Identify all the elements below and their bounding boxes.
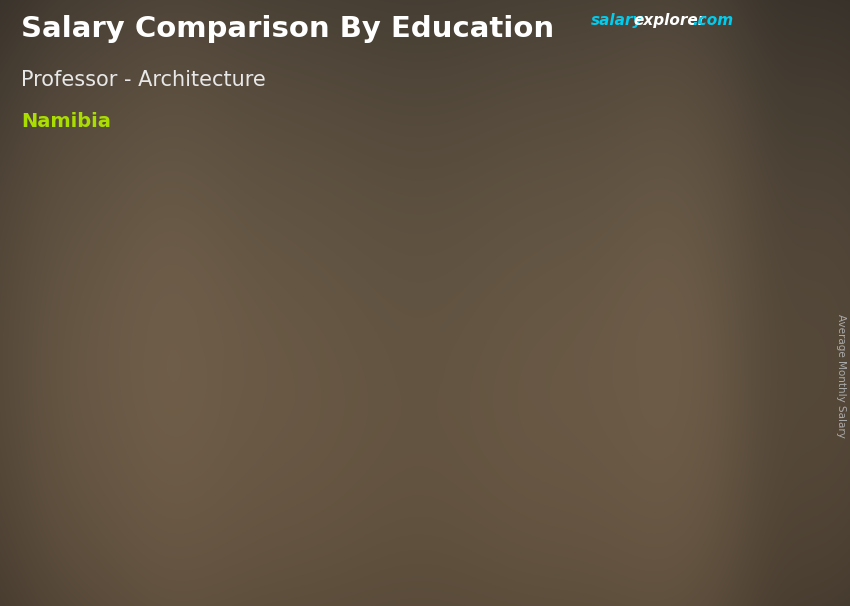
Text: explorer: explorer [633,13,706,28]
Text: Master's Degree: Master's Degree [198,572,352,590]
Text: 18,900 NAD: 18,900 NAD [207,375,318,393]
Polygon shape [706,24,808,109]
Text: salary: salary [591,13,643,28]
Polygon shape [458,277,566,294]
Polygon shape [221,402,226,545]
Text: PhD: PhD [494,572,531,590]
Polygon shape [542,277,566,545]
Polygon shape [305,385,329,545]
Polygon shape [221,385,329,402]
Text: Salary Comparison By Education: Salary Comparison By Education [21,15,554,43]
Polygon shape [706,24,808,109]
Polygon shape [706,24,808,109]
Text: Average Monthly Salary: Average Monthly Salary [836,314,846,438]
Text: Professor - Architecture: Professor - Architecture [21,70,266,90]
Polygon shape [221,402,305,545]
Polygon shape [458,294,542,545]
Text: 33,200 NAD: 33,200 NAD [445,267,555,285]
Text: Namibia: Namibia [21,112,111,131]
Text: .com: .com [693,13,734,28]
Text: +76%: +76% [326,297,451,335]
FancyArrowPatch shape [313,275,445,367]
Polygon shape [458,294,463,545]
Polygon shape [706,31,808,103]
Circle shape [715,36,734,59]
